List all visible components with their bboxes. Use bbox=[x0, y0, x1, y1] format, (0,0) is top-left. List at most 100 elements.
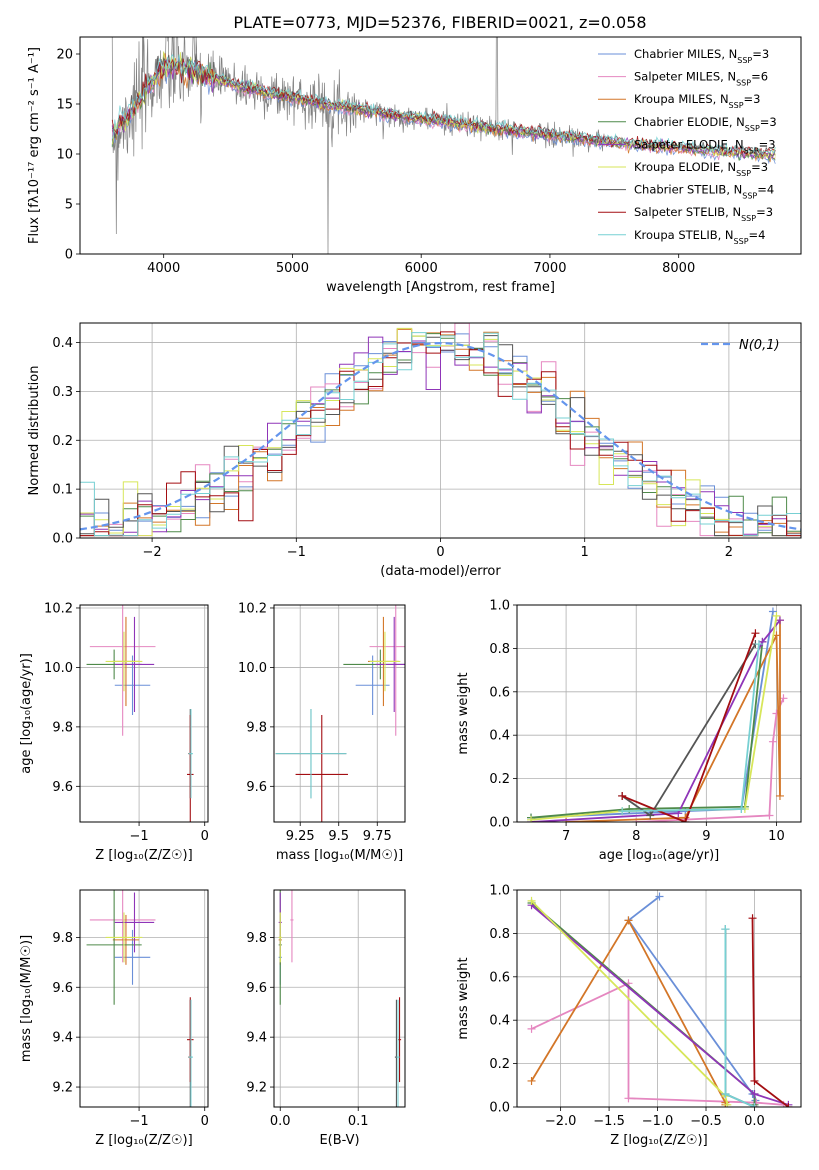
legend-entry: Salpeter MILES, NSSP=6 bbox=[634, 70, 768, 88]
y-tick-label: 9.4 bbox=[52, 1031, 73, 1046]
weight-marker bbox=[624, 1094, 633, 1103]
y-axis-label: Flux [fλ10⁻¹⁷ erg cm⁻² s⁻¹ A⁻¹] bbox=[27, 47, 42, 244]
weight-marker bbox=[721, 1089, 730, 1098]
weight-marker bbox=[527, 1076, 536, 1085]
weight-line-chabrier-stelib bbox=[724, 929, 755, 1107]
y-tick-label: 20 bbox=[56, 48, 73, 63]
axes-frame bbox=[79, 604, 209, 823]
x-axis-label: (data-model)/error bbox=[380, 564, 501, 579]
y-tick-label: 9.2 bbox=[246, 1081, 267, 1096]
x-tick-label: 5000 bbox=[276, 261, 309, 276]
panel-mass_vs_Z: −1 0 9.2 9.4 9.6 9.8 Z [log₁₀(Z/Z☉)] mass [log₁… bbox=[19, 889, 209, 1148]
plot-area-age_vs_mass bbox=[275, 605, 405, 822]
weight-marker bbox=[618, 807, 627, 816]
y-tick-label: 9.8 bbox=[52, 720, 73, 735]
weight-marker bbox=[750, 1103, 759, 1107]
legend-entry: Kroupa MILES, NSSP=3 bbox=[634, 92, 760, 110]
model-line-salpeter-stelib bbox=[111, 58, 776, 157]
x-tick-label: 0 bbox=[201, 1114, 209, 1129]
x-tick-label: −1 bbox=[129, 1114, 148, 1129]
weight-marker bbox=[772, 611, 781, 620]
y-tick-label: 0.2 bbox=[489, 772, 510, 787]
x-tick-label: 9.25 bbox=[286, 829, 315, 844]
panel-spectrum: Chabrier MILES, NSSP=3 Salpeter MILES, NS… bbox=[27, 36, 802, 295]
y-tick-label: 9.6 bbox=[246, 780, 267, 795]
y-tick-label: 10 bbox=[56, 148, 73, 163]
x-tick-label: −1 bbox=[129, 829, 148, 844]
x-tick-label: 7000 bbox=[533, 261, 566, 276]
histogram-salpeter-stelib bbox=[80, 331, 801, 537]
x-axis-label: Z [log₁₀(Z/Z☉)] bbox=[610, 1133, 707, 1148]
weight-line-chabrier-elodie bbox=[530, 641, 764, 819]
x-tick-label: −1.5 bbox=[593, 1114, 625, 1129]
weight-marker bbox=[655, 892, 664, 901]
y-tick-label: 10.0 bbox=[44, 661, 73, 676]
x-tick-label: 8000 bbox=[662, 261, 695, 276]
x-tick-label: −2 bbox=[143, 545, 162, 560]
weight-marker bbox=[775, 791, 784, 800]
normal-curve bbox=[80, 341, 801, 531]
x-tick-label: 0 bbox=[436, 545, 444, 560]
axes-frame bbox=[79, 889, 209, 1108]
weight-line-salpeter-stelib bbox=[751, 918, 789, 1107]
axes-frame bbox=[273, 889, 406, 1108]
observed-spectrum-line bbox=[111, 37, 605, 254]
x-axis-label: age [log₁₀(age/yr)] bbox=[599, 848, 720, 863]
x-tick-label: 0 bbox=[201, 829, 209, 844]
y-tick-label: 10.2 bbox=[44, 601, 73, 616]
y-tick-label: 9.2 bbox=[52, 1081, 73, 1096]
y-tick-label: 0 bbox=[65, 248, 73, 263]
histogram-kroupa-stelib bbox=[80, 332, 801, 537]
x-tick-label: 6000 bbox=[405, 261, 438, 276]
y-tick-label: 0.8 bbox=[489, 927, 510, 942]
legend-sub: SSP bbox=[742, 191, 757, 200]
weight-marker bbox=[768, 737, 777, 746]
y-tick-label: 9.6 bbox=[52, 780, 73, 795]
legend-entry: Chabrier MILES, NSSP=3 bbox=[634, 47, 769, 65]
weight-marker bbox=[784, 1103, 793, 1107]
legend-sub: SSP bbox=[737, 56, 752, 65]
x-tick-label: 8 bbox=[632, 829, 640, 844]
y-tick-label: 0.8 bbox=[489, 642, 510, 657]
y-tick-label: 10.0 bbox=[238, 661, 267, 676]
weight-marker bbox=[624, 916, 633, 925]
weight-marker bbox=[748, 914, 757, 923]
x-tick-label: 0.0 bbox=[744, 1114, 765, 1129]
legend-entry: Chabrier ELODIE, NSSP=3 bbox=[634, 115, 777, 133]
x-tick-label: −1.0 bbox=[642, 1114, 674, 1129]
x-tick-label: 9.5 bbox=[328, 829, 349, 844]
x-tick-label: 0.0 bbox=[270, 1114, 291, 1129]
y-tick-label: 0.0 bbox=[52, 532, 73, 547]
legend-entry: Chabrier STELIB, NSSP=4 bbox=[634, 183, 774, 201]
legend-sub: SSP bbox=[729, 101, 744, 110]
panel-age_vs_Z: −1 0 9.6 9.8 10.0 10.2 Z [log₁₀(Z/Z☉)] age [log… bbox=[19, 601, 209, 863]
model-line-kroupa-stelib bbox=[111, 53, 776, 156]
x-axis-label: wavelength [Angstrom, rest frame] bbox=[326, 280, 555, 295]
plot-area-mass_vs_Z bbox=[86, 890, 194, 1107]
legend-suffix: =3 bbox=[751, 160, 768, 174]
axes-frame bbox=[273, 604, 406, 823]
y-tick-label: 0.0 bbox=[489, 1101, 510, 1116]
weight-marker bbox=[527, 1024, 536, 1033]
plot-area-mass_vs_ebv bbox=[278, 890, 402, 1107]
y-tick-label: 0.4 bbox=[489, 1014, 510, 1029]
weight-line-kroupa-elodie bbox=[530, 615, 778, 821]
weight-marker bbox=[527, 815, 536, 822]
x-tick-label: 4000 bbox=[147, 261, 180, 276]
y-tick-label: 0.6 bbox=[489, 970, 510, 985]
y-axis-label: age [log₁₀(age/yr)] bbox=[19, 653, 34, 774]
figure-title: PLATE=0773, MJD=52376, FIBERID=0021, z=0… bbox=[233, 13, 646, 32]
x-tick-label: −1 bbox=[287, 545, 306, 560]
y-tick-label: 0.0 bbox=[489, 816, 510, 831]
weight-marker bbox=[750, 1089, 759, 1098]
x-tick-label: 9 bbox=[702, 829, 710, 844]
weight-marker bbox=[750, 1076, 759, 1085]
legend-entry: Salpeter ELODIE, NSSP=3 bbox=[634, 137, 776, 155]
axes-frame bbox=[79, 36, 802, 255]
plot-area-weight_vs_Z bbox=[527, 892, 793, 1107]
legend-suffix: =4 bbox=[749, 228, 766, 242]
weight-marker bbox=[681, 818, 690, 822]
histogram-kroupa-elodie bbox=[80, 327, 801, 537]
x-tick-label: −2.0 bbox=[545, 1114, 577, 1129]
